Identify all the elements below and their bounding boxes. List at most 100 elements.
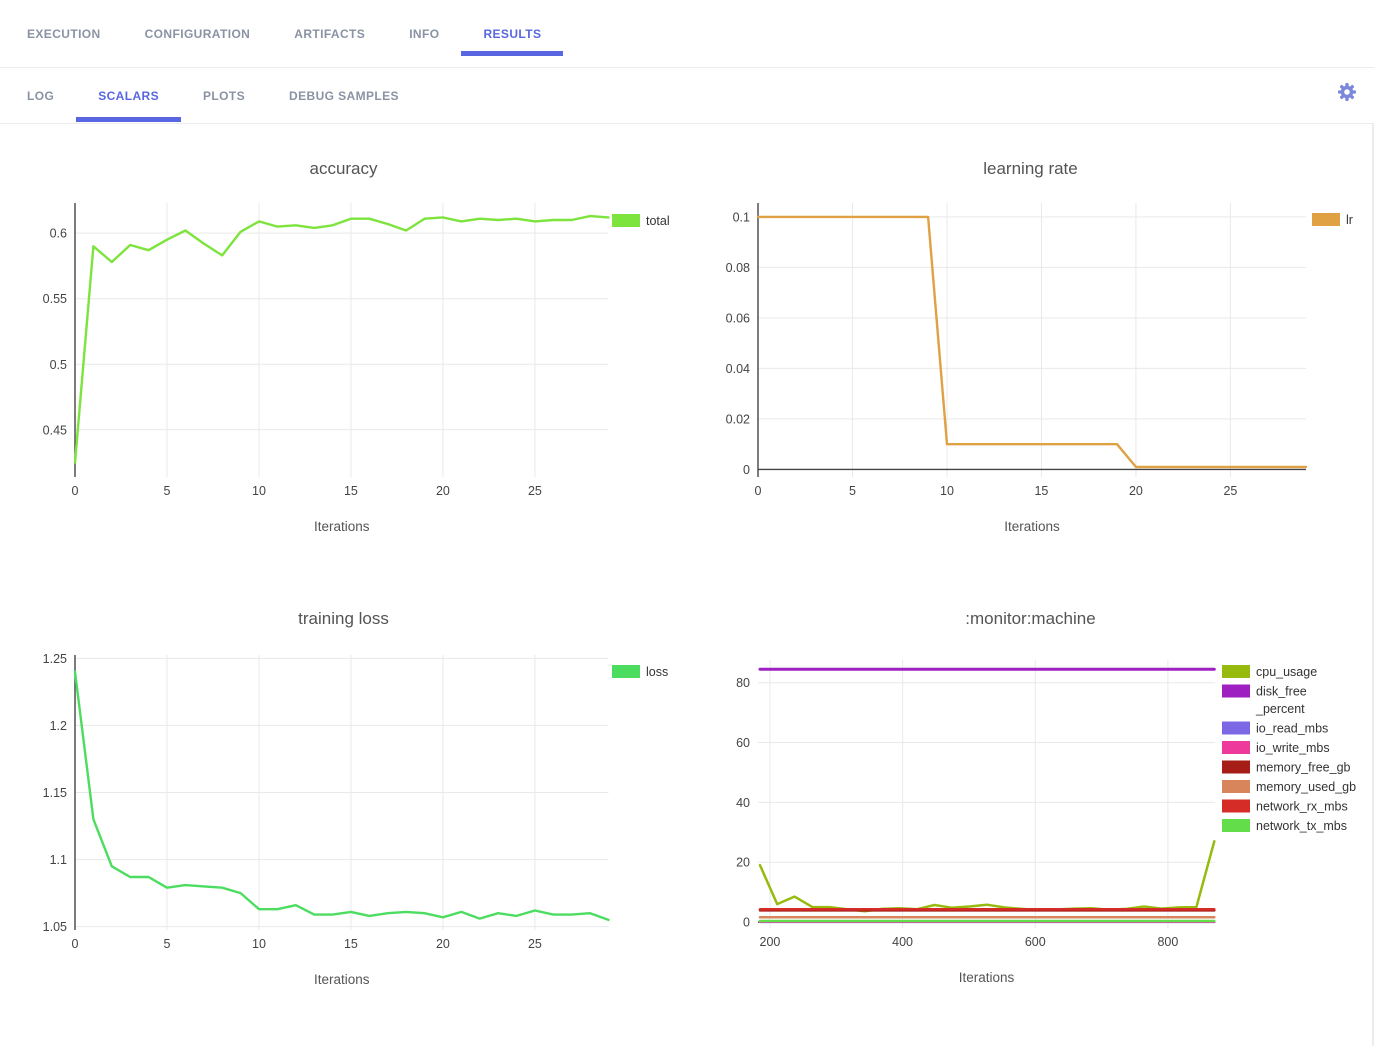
legend-item-io_read_mbs[interactable]: io_read_mbs [1222, 721, 1328, 736]
svg-text:1.25: 1.25 [43, 652, 67, 666]
tab-label: SCALARS [98, 88, 160, 103]
tab-artifacts[interactable]: ARTIFACTS [272, 0, 387, 67]
settings-button[interactable] [1334, 79, 1360, 105]
svg-text:0.04: 0.04 [726, 362, 750, 376]
svg-text:25: 25 [528, 484, 542, 498]
gear-icon [1338, 83, 1356, 101]
svg-text:0.1: 0.1 [733, 210, 750, 224]
legend-label: lr [1346, 213, 1353, 227]
accuracy-chart: 0 5 10 15 20 25 0.45 0.5 0.55 0.6 Iterations total [43, 203, 670, 534]
svg-text:0: 0 [743, 463, 750, 477]
tab-label: INFO [409, 26, 440, 41]
svg-text:15: 15 [1034, 484, 1048, 498]
scrollbar-track[interactable] [1372, 124, 1374, 1046]
svg-text:20: 20 [736, 856, 750, 870]
gridlines [74, 655, 609, 930]
x-axis-ticks: 200 400 600 800 [760, 935, 1179, 949]
legend-label: network_rx_mbs [1256, 800, 1348, 814]
tab-label: CONFIGURATION [144, 26, 251, 41]
svg-text:1.2: 1.2 [50, 719, 67, 733]
x-axis-label: Iterations [314, 972, 370, 987]
svg-text:20: 20 [436, 937, 450, 951]
chart-card-training-loss: training loss 0 5 10 15 20 25 1.05 1.1 1.15 1.2 1.… [0, 585, 687, 1045]
x-axis-label: Iterations [314, 519, 370, 534]
active-tab-underline [76, 117, 182, 122]
training-loss-chart: 0 5 10 15 20 25 1.05 1.1 1.15 1.2 1.25 Iterations lo… [43, 652, 669, 987]
monitor-machine-chart: 200 400 600 800 0 20 40 60 80 Iterations cpu_usage… [736, 660, 1356, 985]
legend-swatch-disk_free_percent [1222, 684, 1250, 698]
subtab-plots[interactable]: PLOTS [181, 68, 267, 123]
tab-execution[interactable]: EXECUTION [5, 0, 123, 67]
tab-info[interactable]: INFO [387, 0, 461, 67]
gridlines [758, 660, 1215, 928]
y-axis-ticks: 0 20 40 60 80 [736, 676, 750, 929]
legend-swatch-network_rx_mbs [1222, 799, 1250, 813]
svg-text:0.45: 0.45 [43, 423, 67, 437]
svg-text:20: 20 [436, 484, 450, 498]
legend: total [612, 214, 670, 228]
legend-label: loss [646, 665, 668, 679]
legend-label: cpu_usage [1256, 665, 1317, 679]
subtab-scalars[interactable]: SCALARS [76, 68, 182, 123]
svg-text:10: 10 [940, 484, 954, 498]
svg-text:25: 25 [1223, 484, 1237, 498]
svg-text:60: 60 [736, 736, 750, 750]
x-axis-ticks: 0 5 10 15 20 25 [72, 937, 542, 951]
x-axis-ticks: 0 5 10 15 20 25 [755, 484, 1238, 498]
secondary-tabs: LOG SCALARS PLOTS DEBUG SAMPLES [0, 68, 1374, 124]
series-line-loss [73, 670, 610, 922]
chart-card-monitor-machine: :monitor:machine 200 400 600 800 0 20 40 60 80 It… [687, 585, 1374, 1045]
legend-swatch-io_write_mbs [1222, 741, 1250, 754]
primary-tabs: EXECUTION CONFIGURATION ARTIFACTS INFO RESUL… [0, 0, 1374, 68]
svg-text:0: 0 [755, 484, 762, 498]
svg-text:0.08: 0.08 [726, 261, 750, 275]
legend-swatch-memory_used_gb [1222, 780, 1250, 793]
legend-item-memory_used_gb[interactable]: memory_used_gb [1222, 780, 1356, 794]
legend-label: disk_free [1256, 685, 1307, 699]
svg-text:0: 0 [743, 916, 750, 930]
legend-item-cpu_usage[interactable]: cpu_usage [1222, 665, 1317, 679]
legend-item-memory_free_gb[interactable]: memory_free_gb [1222, 760, 1351, 775]
x-axis-label: Iterations [1004, 519, 1060, 534]
chart-title: accuracy [309, 159, 378, 178]
legend-label: network_tx_mbs [1256, 819, 1347, 833]
legend-item-disk_free_percent[interactable]: disk_free _percent [1222, 684, 1307, 717]
tab-label: ARTIFACTS [294, 26, 366, 41]
chart-card-accuracy: accuracy 0 5 10 15 20 25 0.45 0.5 0.55 0.6 Iterati… [0, 135, 687, 585]
svg-text:600: 600 [1025, 935, 1046, 949]
series-line-cpu_usage [758, 840, 1216, 913]
legend-item-network_rx_mbs[interactable]: network_rx_mbs [1222, 799, 1348, 814]
gridlines [74, 203, 609, 477]
legend: cpu_usage disk_free _percent io_read_mbs io_… [1222, 665, 1356, 833]
chart-title: learning rate [983, 159, 1078, 178]
subtab-debug-samples[interactable]: DEBUG SAMPLES [267, 68, 421, 123]
subtab-log[interactable]: LOG [5, 68, 76, 123]
svg-text:80: 80 [736, 676, 750, 690]
legend-item-loss[interactable]: loss [612, 665, 668, 679]
svg-text:10: 10 [252, 484, 266, 498]
svg-text:0: 0 [72, 484, 79, 498]
legend: lr [1312, 213, 1353, 227]
y-axis-ticks: 0.45 0.5 0.55 0.6 [43, 227, 67, 438]
svg-text:0.06: 0.06 [726, 311, 750, 325]
tab-label: EXECUTION [27, 26, 101, 41]
svg-text:10: 10 [252, 937, 266, 951]
chart-title: :monitor:machine [965, 609, 1096, 628]
svg-text:5: 5 [849, 484, 856, 498]
svg-text:5: 5 [164, 484, 171, 498]
svg-text:0.6: 0.6 [50, 227, 67, 241]
svg-text:1.05: 1.05 [43, 920, 67, 934]
legend-item-network_tx_mbs[interactable]: network_tx_mbs [1222, 819, 1347, 833]
svg-text:200: 200 [760, 935, 781, 949]
legend: loss [612, 665, 668, 679]
legend-item-lr[interactable]: lr [1312, 213, 1353, 227]
svg-text:5: 5 [164, 937, 171, 951]
svg-text:20: 20 [1129, 484, 1143, 498]
legend-item-total[interactable]: total [612, 214, 670, 228]
tab-results[interactable]: RESULTS [461, 0, 564, 67]
legend-item-io_write_mbs[interactable]: io_write_mbs [1222, 741, 1330, 755]
tab-label: RESULTS [483, 26, 542, 41]
y-axis-ticks: 0 0.02 0.04 0.06 0.08 0.1 [726, 210, 750, 477]
tab-configuration[interactable]: CONFIGURATION [123, 0, 273, 67]
